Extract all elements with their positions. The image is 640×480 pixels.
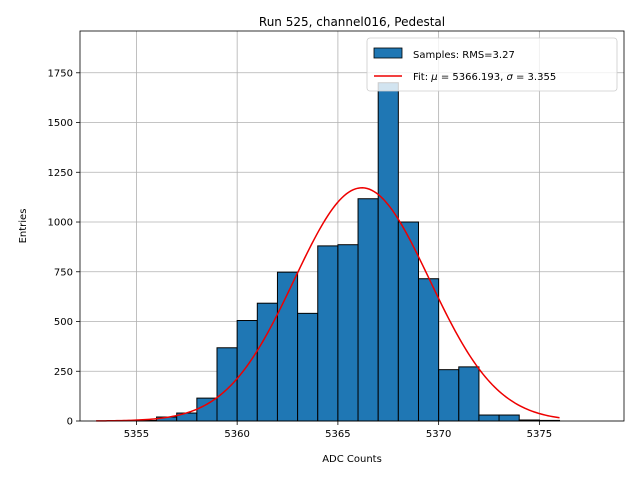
y-tick-label: 1500 xyxy=(48,118,73,129)
x-tick-label: 5375 xyxy=(527,429,552,440)
x-tick-label: 5355 xyxy=(124,429,149,440)
x-axis-title: ADC Counts xyxy=(322,454,382,465)
y-tick-label: 500 xyxy=(54,317,73,328)
y-tick-label: 1250 xyxy=(48,168,73,179)
histogram-bar xyxy=(438,369,460,422)
fit-curve xyxy=(96,187,560,422)
x-tick-label: 5360 xyxy=(224,429,249,440)
y-axis: 0 250 500 750 1000 1250 1500 1750 xyxy=(48,68,80,428)
histogram-bar xyxy=(458,366,480,422)
y-axis-title: Entries xyxy=(18,209,29,244)
legend: Samples: RMS=3.27 Fit: μ = 5366.193, σ =… xyxy=(366,37,618,92)
legend-box xyxy=(366,37,618,92)
histogram-bar xyxy=(498,414,520,422)
x-tick-label: 5370 xyxy=(426,429,451,440)
chart-title: Run 525, channel016, Pedestal xyxy=(259,15,445,29)
legend-swatch-samples xyxy=(373,47,403,59)
y-tick-label: 750 xyxy=(54,267,73,278)
histogram-bar xyxy=(236,320,258,422)
histogram-bar xyxy=(478,414,500,422)
x-tick-label: 5365 xyxy=(325,429,350,440)
histogram-bar xyxy=(297,312,319,422)
histogram-bar xyxy=(216,347,238,422)
y-tick-label: 250 xyxy=(54,367,73,378)
histogram-bar xyxy=(377,82,399,422)
grid xyxy=(80,31,624,422)
x-axis: 5355 5360 5365 5370 5375 xyxy=(124,421,552,440)
histogram-bar xyxy=(317,245,339,422)
y-tick-label: 0 xyxy=(67,417,73,428)
histogram-bar xyxy=(357,198,379,422)
y-tick-label: 1000 xyxy=(48,218,73,229)
histogram-bar xyxy=(337,244,359,422)
plot-frame xyxy=(79,30,625,422)
histogram-bar xyxy=(196,397,218,422)
legend-label-fit: Fit: μ = 5366.193, σ = 3.355 xyxy=(413,72,556,83)
histogram-bar xyxy=(417,278,440,422)
y-tick-label: 1750 xyxy=(48,68,73,79)
legend-label-samples: Samples: RMS=3.27 xyxy=(413,50,515,61)
